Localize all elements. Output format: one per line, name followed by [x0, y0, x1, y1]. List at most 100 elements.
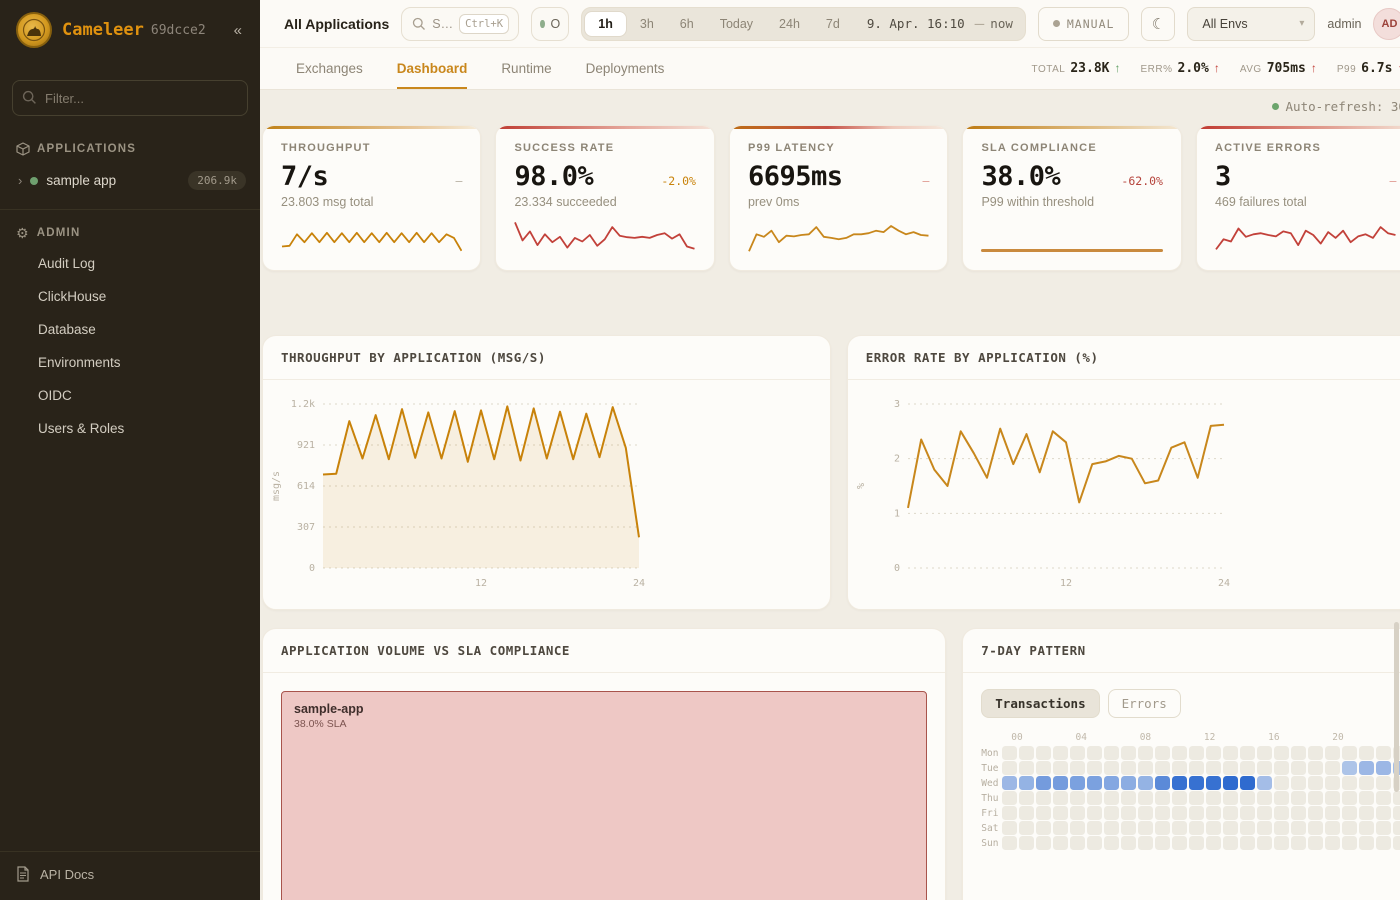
- manual-refresh-button[interactable]: MANUAL: [1037, 6, 1130, 41]
- heatmap-cell: [1087, 761, 1103, 775]
- heatmap-cell: [1189, 761, 1205, 775]
- sidebar-item-clickhouse[interactable]: ClickHouse: [38, 289, 107, 304]
- heatmap-cell: [1002, 776, 1018, 790]
- kpi-card-success-rate: SUCCESS RATE 98.0% -2.0% 23.334 succeeded: [495, 125, 715, 271]
- heatmap-cell: [1053, 746, 1069, 760]
- time-range-6h[interactable]: 6h: [679, 16, 694, 31]
- heatmap-cell: [1257, 806, 1273, 820]
- time-range-today[interactable]: Today: [719, 16, 754, 31]
- heatmap-cell: [1240, 836, 1256, 850]
- manual-dot-icon: [1052, 20, 1060, 27]
- filter-input[interactable]: [12, 80, 248, 116]
- heatmap-cell: [1036, 776, 1052, 790]
- heatmap-cell: [1121, 761, 1137, 775]
- cube-icon: [16, 142, 30, 156]
- heatmap-cell: [1070, 836, 1086, 850]
- heatmap-cell: [1087, 821, 1103, 835]
- svg-text:12: 12: [475, 578, 487, 589]
- heatmap-cell: [1104, 806, 1120, 820]
- avatar[interactable]: AD: [1373, 7, 1400, 40]
- svg-text:msg/s: msg/s: [271, 471, 282, 501]
- sidebar-item-sample-app[interactable]: › sample app 206.9k: [0, 162, 260, 199]
- error-rate-line-chart: 0 1 2 3 12 24%: [848, 380, 1400, 609]
- heatmap-cell: [1053, 791, 1069, 805]
- heatmap-cell: [1291, 776, 1307, 790]
- heatmap-cell: [1002, 806, 1018, 820]
- heatmap-row-thu: Thu: [981, 791, 1400, 805]
- heatmap-cell: [1325, 821, 1341, 835]
- time-range-7d[interactable]: 7d: [825, 16, 840, 31]
- kpi-delta: -62.0%: [1121, 174, 1163, 188]
- sparkline: [1215, 214, 1396, 256]
- global-search[interactable]: S… Ctrl+K: [401, 6, 520, 41]
- heatmap-cell: [1376, 836, 1392, 850]
- heatmap-cell: [1359, 806, 1375, 820]
- dashboard-content: Auto-refresh: 30s THROUGHPUT 7/s– 23.803…: [260, 90, 1400, 900]
- dark-mode-toggle[interactable]: ☾: [1141, 6, 1176, 41]
- heatmap-cell: [1189, 806, 1205, 820]
- sidebar-item-oidc[interactable]: OIDC: [38, 388, 72, 403]
- sla-progress-bar: [981, 249, 1163, 252]
- heatmap-cell: [1087, 836, 1103, 850]
- sidebar-item-database[interactable]: Database: [38, 322, 96, 337]
- heatmap-cell: [1138, 746, 1154, 760]
- sidebar-collapse-icon[interactable]: «: [233, 21, 242, 39]
- tab-dashboard[interactable]: Dashboard: [396, 48, 468, 89]
- heatmap-day-label: Thu: [981, 792, 999, 804]
- tab-deployments[interactable]: Deployments: [585, 61, 665, 76]
- heatmap-cell: [1070, 821, 1086, 835]
- heatmap-row-fri: Fri: [981, 806, 1400, 820]
- kpi-value: 3: [1214, 161, 1231, 192]
- heatmap-cell: [1104, 836, 1120, 850]
- heatmap-cell: [1155, 746, 1171, 760]
- date-range-to: now: [990, 16, 1013, 31]
- heatmap-cell: [1223, 821, 1239, 835]
- heatmap-cell: [1036, 836, 1052, 850]
- heatmap-cell: [1325, 806, 1341, 820]
- heatmap-cell: [1002, 746, 1018, 760]
- sidebar-item-api-docs[interactable]: API Docs: [0, 851, 260, 900]
- time-range-1h[interactable]: 1h: [584, 10, 627, 37]
- kpi-value: 7/s: [281, 161, 329, 192]
- sidebar-item-users-roles[interactable]: Users & Roles: [38, 421, 125, 436]
- date-range-separator: –: [974, 14, 985, 33]
- heatmap-cell: [1274, 761, 1290, 775]
- heatmap-cell: [1257, 761, 1273, 775]
- svg-text:%: %: [856, 483, 867, 489]
- svg-text:0: 0: [894, 563, 900, 574]
- chevron-right-icon[interactable]: ›: [18, 173, 23, 188]
- toggle-transactions[interactable]: Transactions: [981, 689, 1100, 718]
- api-docs-label: API Docs: [40, 866, 95, 882]
- live-status-pill[interactable]: O: [531, 6, 570, 41]
- status-dot-green: [540, 19, 545, 28]
- toggle-errors[interactable]: Errors: [1107, 689, 1181, 718]
- heatmap-cell: [1121, 821, 1137, 835]
- heatmap-cell: [1325, 791, 1341, 805]
- sidebar-item-environments[interactable]: Environments: [38, 355, 121, 370]
- auto-refresh-status: Auto-refresh: 30s: [262, 90, 1400, 114]
- sidebar-filter: [12, 80, 248, 116]
- sidebar: Cameleer 69dcce2 « APPLICATIONS › sample…: [0, 0, 260, 900]
- heatmap-row-wed: Wed: [981, 776, 1400, 790]
- environment-select[interactable]: All Envs ▾: [1187, 6, 1316, 41]
- user-menu: admin AD: [1327, 7, 1400, 40]
- time-range-3h[interactable]: 3h: [639, 16, 654, 31]
- app-label: sample app: [46, 173, 117, 188]
- panel-treemap: APPLICATION VOLUME VS SLA COMPLIANCE sam…: [262, 628, 947, 900]
- time-range-24h[interactable]: 24h: [779, 16, 800, 31]
- heatmap-cell: [1121, 746, 1137, 760]
- treemap-node-sample-app[interactable]: sample-app 38.0% SLA: [281, 691, 928, 900]
- heatmap-cell: [1376, 776, 1392, 790]
- tab-exchanges[interactable]: Exchanges: [296, 61, 363, 76]
- camel-logo-icon: [16, 12, 52, 48]
- sidebar-item-audit-log[interactable]: Audit Log: [38, 256, 96, 271]
- heatmap-cell: [1121, 776, 1137, 790]
- heatmap-cell: [1206, 806, 1222, 820]
- tab-runtime[interactable]: Runtime: [501, 61, 552, 76]
- scrollbar[interactable]: [1394, 622, 1399, 792]
- chevron-down-icon: ▾: [1299, 18, 1305, 29]
- auto-refresh-label: Auto-refresh: 30s: [1285, 99, 1400, 114]
- heatmap-cell: [1274, 821, 1290, 835]
- heatmap-cell: [1359, 746, 1375, 760]
- heatmap-cell: [1002, 761, 1018, 775]
